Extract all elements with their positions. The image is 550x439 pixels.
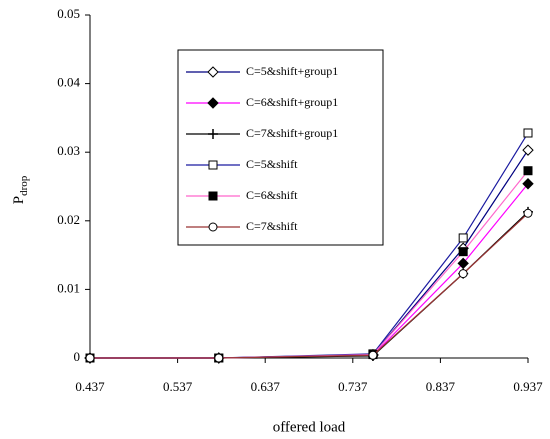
y-axis-label-main: P (11, 196, 27, 204)
marker (523, 208, 533, 218)
legend-box (177, 49, 384, 246)
marker (208, 160, 218, 170)
marker (368, 350, 378, 360)
x-tick-label: 0.537 (163, 379, 193, 394)
x-tick-label: 0.637 (251, 379, 281, 394)
y-axis-label-sub: drop (18, 175, 30, 196)
y-tick-label: 0 (74, 349, 81, 364)
legend-label: C=5&shift (246, 157, 298, 171)
marker (207, 97, 219, 109)
marker (522, 144, 534, 156)
marker (522, 178, 534, 190)
marker (207, 66, 219, 78)
legend-label: C=5&shift+group1 (246, 64, 338, 78)
marker (523, 166, 533, 176)
legend-label: C=6&shift+group1 (246, 95, 338, 109)
x-tick-label: 0.837 (426, 379, 456, 394)
y-axis-label: Pdrop (11, 175, 29, 204)
marker (208, 129, 218, 139)
marker (458, 247, 468, 257)
marker (523, 128, 533, 138)
marker (214, 353, 224, 363)
marker (457, 257, 469, 270)
x-tick-label: 0.437 (75, 379, 105, 394)
y-tick-label: 0.05 (57, 6, 80, 21)
marker (208, 191, 218, 201)
y-tick-label: 0.02 (57, 212, 80, 227)
legend-label: C=7&shift+group1 (246, 126, 338, 140)
legend-label: C=6&shift (246, 188, 298, 202)
marker (85, 353, 95, 363)
marker (458, 233, 468, 243)
x-axis-label: offered load (273, 419, 346, 435)
x-tick-label: 0.737 (338, 379, 368, 394)
x-tick-label: 0.937 (513, 379, 543, 394)
y-tick-label: 0.03 (57, 143, 80, 158)
y-tick-label: 0.04 (57, 75, 80, 90)
y-tick-label: 0.01 (57, 280, 80, 295)
legend-label: C=7&shift (246, 219, 298, 233)
marker (458, 269, 468, 279)
marker (208, 222, 218, 232)
